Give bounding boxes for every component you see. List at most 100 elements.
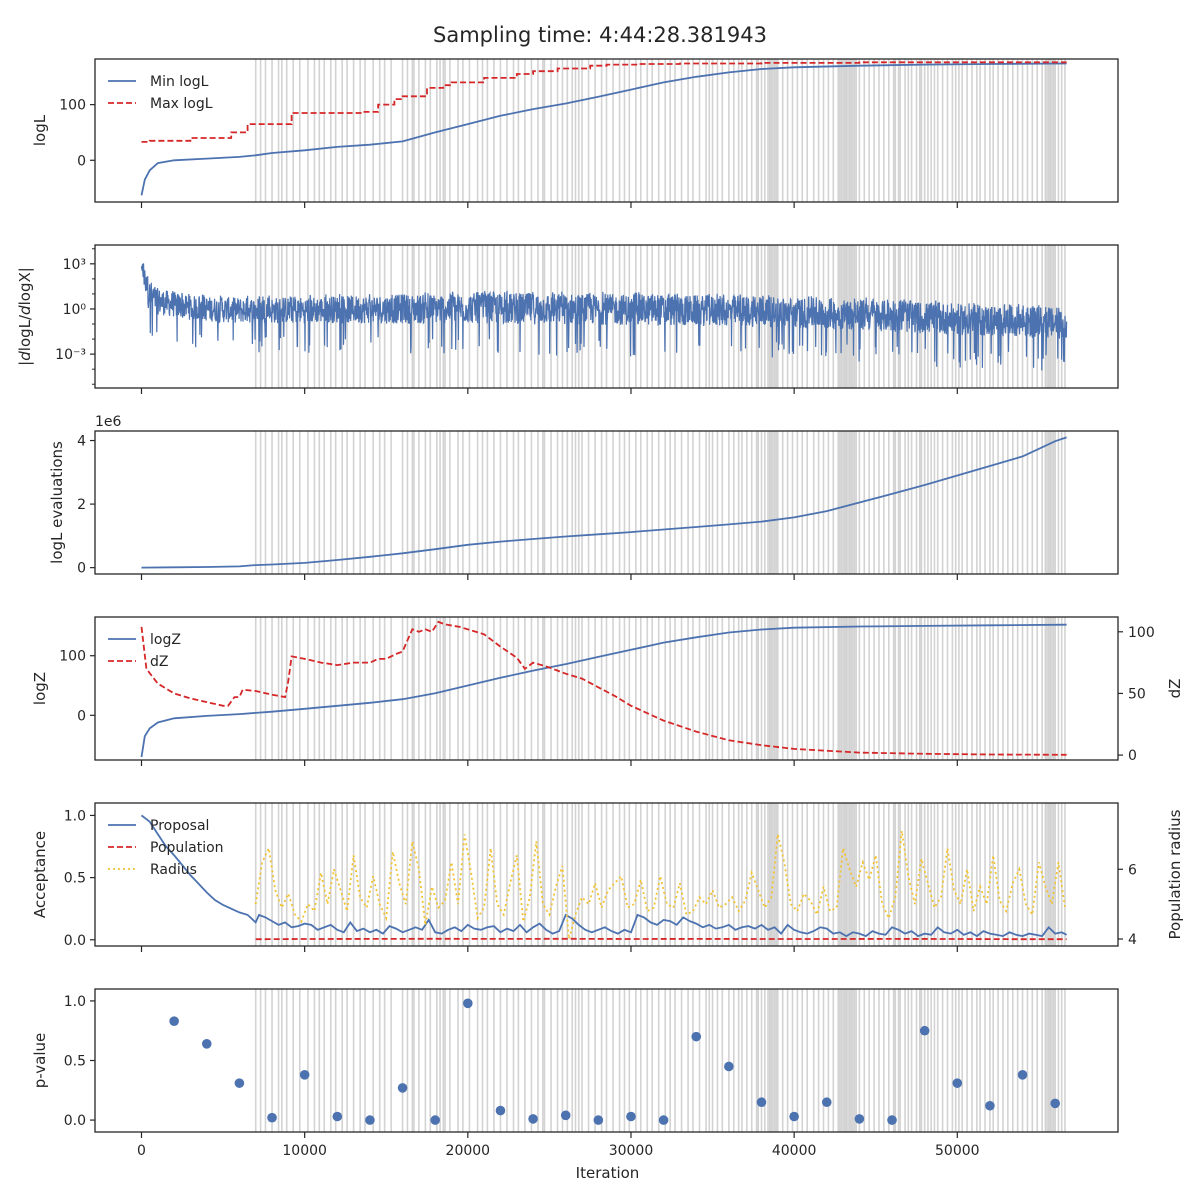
logZ-y-right-tick-label: 100 xyxy=(1128,625,1155,641)
p-value-point-15 xyxy=(626,1111,636,1122)
acceptance-series-proposal-line xyxy=(140,814,1068,938)
logZ-legend: logZ dZ xyxy=(108,632,181,670)
dlogL_dlogX-y-label: |dlogL/dlogX| xyxy=(16,267,34,366)
p-value-point-22 xyxy=(854,1114,865,1124)
p-value-point-19 xyxy=(756,1097,767,1108)
dlogL_dlogX-y-label-part: | xyxy=(16,361,34,366)
logL_evaluations-plot-area xyxy=(141,436,1067,569)
p-value-point-6 xyxy=(332,1111,343,1122)
x-tick-label: 40000 xyxy=(772,1143,817,1159)
logL-y-tick-label: 0 xyxy=(77,153,86,169)
logL-x-ticks xyxy=(140,202,958,208)
acceptance-y-ticks: 0.0 0.5 1.0 xyxy=(64,808,95,949)
acceptance-series-radius-line xyxy=(254,830,1066,940)
dlogL_dlogX-y-label-part: logX xyxy=(16,272,34,305)
p-value-point-7 xyxy=(365,1115,375,1125)
acceptance-y-right-label: Population radius xyxy=(1166,809,1184,939)
x-tick-label: 50000 xyxy=(935,1143,980,1159)
acceptance-plot-area xyxy=(140,814,1068,941)
logZ-series-logz-line xyxy=(140,623,1067,758)
panel-logL_evaluations: 0 2 4 logL evaluations 1e6 xyxy=(48,414,1119,580)
dlogL_dlogX-y-label-part: logL/ xyxy=(16,314,34,351)
logL_evaluations-frame xyxy=(94,430,1119,575)
acceptance-y-tick-label: 0.5 xyxy=(64,871,86,887)
acceptance-legend: Proposal Population Radius xyxy=(108,818,224,878)
acceptance-y-right-tick-label: 6 xyxy=(1128,862,1137,878)
p_value-y-tick-label: 0.5 xyxy=(64,1054,86,1070)
p-value-point-2 xyxy=(201,1039,212,1049)
logL_evaluations-offset-label: 1e6 xyxy=(95,414,122,430)
p-value-point-4 xyxy=(267,1112,277,1123)
acceptance-y-right-tick-label: 4 xyxy=(1128,932,1137,948)
logL-y-tick-label: 100 xyxy=(59,98,86,114)
logL-series-min-logl-line xyxy=(140,62,1067,196)
dlogL_dlogX-plot-area xyxy=(140,263,1068,371)
p-value-point-3 xyxy=(234,1078,245,1088)
panel-acceptance: 0.00.51.046 Population radiusAcceptancePr… xyxy=(31,802,1184,952)
p-value-point-23 xyxy=(887,1115,897,1125)
acceptance-y-tick-label: 0.0 xyxy=(64,933,86,949)
dlogl-series-line xyxy=(140,263,1068,371)
logL_evaluations-y-tick-label: 2 xyxy=(77,497,86,513)
dlogL_dlogX-y-tick-label: 10³ xyxy=(63,257,86,273)
p_value-plot-area xyxy=(169,998,1060,1125)
p-value-point-20 xyxy=(789,1111,799,1122)
p-value-point-10 xyxy=(463,998,473,1009)
logL_evaluations-y-label: logL evaluations xyxy=(48,441,66,564)
acceptance-y-label: Acceptance xyxy=(31,831,49,918)
p_value-y-label: p-value xyxy=(31,1033,49,1089)
logZ-y-right-tick-label: 50 xyxy=(1128,686,1146,702)
logL_evaluations-series-1-line xyxy=(141,436,1067,569)
logZ-x-ticks xyxy=(140,760,958,766)
logZ-y-tick-label: 0 xyxy=(77,708,86,724)
p_value-bands xyxy=(254,989,1066,1132)
p_value-y-tick-label: 0.0 xyxy=(64,1113,86,1129)
acceptance-legend-label-2: Population xyxy=(150,840,224,856)
x-tick-label: 30000 xyxy=(609,1143,654,1159)
p-value-point-14 xyxy=(593,1115,604,1125)
acceptance-frame xyxy=(94,802,1119,947)
logZ-y-label: logZ xyxy=(31,672,49,705)
acceptance-legend-label-3: Radius xyxy=(150,862,197,878)
logZ-bands xyxy=(254,617,1066,760)
logZ-y-right-tick-label: 0 xyxy=(1128,748,1137,764)
dlogL_dlogX-y-label-part: d xyxy=(16,351,34,361)
x-axis-label: Iteration xyxy=(576,1164,640,1182)
acceptance-x-ticks xyxy=(140,946,958,952)
p-value-point-16 xyxy=(658,1115,669,1125)
logL-y-ticks: 0 100 xyxy=(59,98,95,169)
p-value-point-17 xyxy=(691,1031,702,1042)
p-value-point-27 xyxy=(1017,1070,1028,1080)
p-value-point-5 xyxy=(299,1070,310,1080)
dlogL_dlogX-y-tick-label: 10⁻³ xyxy=(55,347,86,363)
acceptance-legend-label-1: Proposal xyxy=(150,818,209,834)
p-value-point-12 xyxy=(528,1114,538,1124)
dlogL_dlogX-y-label-part: | xyxy=(16,267,34,272)
p-value-point-9 xyxy=(430,1115,440,1125)
logZ-frame xyxy=(94,616,1119,761)
p-value-point-26 xyxy=(985,1100,995,1111)
figure-title: Sampling time: 4:44:28.381943 xyxy=(433,23,767,47)
p-value-point-25 xyxy=(952,1078,963,1088)
logL-plot-area xyxy=(140,61,1067,196)
dlogL_dlogX-y-tick-label: 10⁰ xyxy=(63,302,87,318)
dlogL_dlogX-y-ticks: 10³ 10⁰ 10⁻³ xyxy=(55,248,95,385)
logL_evaluations-bands xyxy=(254,431,1066,574)
logL_evaluations-y-tick-label: 0 xyxy=(77,561,86,577)
logZ-plot-area xyxy=(140,620,1067,758)
panel-p_value: 0.0 0.5 1.0 0 10000 20000 30000 40000 50000 p-val… xyxy=(31,988,1119,1159)
logL_evaluations-y-ticks: 0 2 4 xyxy=(77,434,95,577)
logL_evaluations-x-ticks xyxy=(140,574,958,580)
logL-legend-label-2: Max logL xyxy=(150,96,213,112)
logL-legend: Min logL Max logL xyxy=(108,74,213,112)
p-value-point-13 xyxy=(560,1110,571,1121)
p-value-point-18 xyxy=(724,1061,734,1072)
logZ-y-ticks: 0 100 xyxy=(59,649,95,724)
logL-bands xyxy=(254,59,1066,202)
logL-legend-label-1: Min logL xyxy=(150,74,209,90)
logZ-y-right-ticks: 0 50 100 xyxy=(1118,625,1155,764)
